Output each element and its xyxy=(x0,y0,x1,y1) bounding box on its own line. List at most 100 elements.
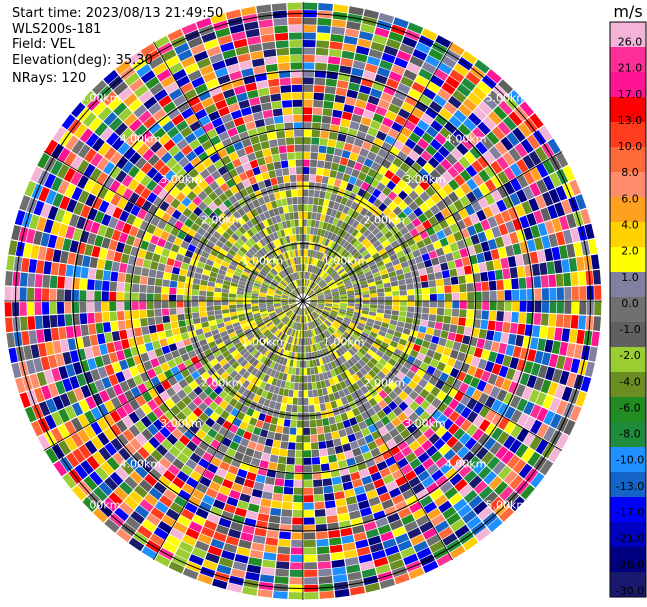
velocity-gate xyxy=(382,196,393,207)
velocity-gate xyxy=(281,252,287,261)
velocity-gate xyxy=(333,262,340,270)
velocity-gate xyxy=(90,152,103,167)
velocity-gate xyxy=(170,405,181,416)
velocity-gate xyxy=(124,389,135,402)
velocity-gate xyxy=(485,409,497,423)
velocity-gate xyxy=(312,359,317,367)
velocity-gate xyxy=(412,48,428,61)
velocity-gate xyxy=(216,564,232,575)
colorbar-swatch xyxy=(610,372,646,398)
velocity-gate xyxy=(343,35,358,45)
velocity-gate xyxy=(403,406,414,417)
velocity-gate xyxy=(310,257,315,265)
velocity-gate xyxy=(298,315,301,323)
velocity-gate xyxy=(246,471,257,481)
velocity-gate xyxy=(542,394,554,410)
velocity-gate xyxy=(288,159,296,168)
colorbar-tick-label: 13.0 xyxy=(618,114,643,127)
velocity-gate xyxy=(414,288,422,295)
velocity-gate xyxy=(307,289,312,296)
velocity-gate xyxy=(274,319,281,326)
velocity-gate xyxy=(311,442,319,450)
velocity-gate xyxy=(426,534,441,547)
velocity-gate xyxy=(547,204,559,220)
velocity-gate xyxy=(332,376,340,385)
azimuth-spoke xyxy=(302,300,453,561)
velocity-gate xyxy=(310,321,314,329)
velocity-gate xyxy=(411,81,426,94)
velocity-gate xyxy=(262,109,273,119)
velocity-gate xyxy=(555,273,564,287)
velocity-gate xyxy=(239,235,248,243)
velocity-gate xyxy=(198,256,208,264)
velocity-gate xyxy=(154,245,164,255)
velocity-gate xyxy=(354,398,363,407)
velocity-gate xyxy=(206,163,217,175)
velocity-gate xyxy=(448,42,465,56)
velocity-gate xyxy=(165,157,178,169)
velocity-gate xyxy=(332,302,340,305)
velocity-gate xyxy=(288,434,296,443)
velocity-gate xyxy=(527,451,541,467)
velocity-gate xyxy=(297,287,301,295)
velocity-gate xyxy=(50,262,60,276)
velocity-gate xyxy=(303,114,312,122)
velocity-gate xyxy=(298,256,301,264)
velocity-gate xyxy=(277,418,285,426)
velocity-gate xyxy=(452,250,462,260)
velocity-gate xyxy=(259,308,267,313)
velocity-gate xyxy=(304,562,318,570)
velocity-gate xyxy=(356,370,364,379)
velocity-gate xyxy=(334,414,343,424)
velocity-gate xyxy=(430,74,445,88)
velocity-gate xyxy=(483,383,494,395)
velocity-gate xyxy=(319,138,328,146)
velocity-gate xyxy=(229,285,238,291)
velocity-gate xyxy=(294,480,303,488)
velocity-gate xyxy=(403,184,414,195)
velocity-gate xyxy=(372,324,381,330)
velocity-gate xyxy=(390,315,399,321)
velocity-gate xyxy=(252,166,261,176)
velocity-gate xyxy=(345,266,353,273)
velocity-gate xyxy=(507,206,519,220)
velocity-gate xyxy=(289,47,302,55)
velocity-gate xyxy=(298,271,301,279)
velocity-gate xyxy=(316,268,322,276)
velocity-gate xyxy=(240,359,248,368)
velocity-gate xyxy=(473,347,483,358)
velocity-gate xyxy=(113,486,128,501)
velocity-gate xyxy=(425,482,439,495)
velocity-gate xyxy=(318,145,327,154)
velocity-gate xyxy=(314,501,325,510)
velocity-gate xyxy=(491,226,502,238)
velocity-gate xyxy=(223,198,233,209)
velocity-gate xyxy=(295,442,303,450)
velocity-gate xyxy=(199,476,212,487)
velocity-gate xyxy=(291,227,296,235)
velocity-gate xyxy=(172,68,187,81)
velocity-gate xyxy=(407,335,417,344)
velocity-gate xyxy=(294,288,299,295)
velocity-gate xyxy=(267,307,275,311)
velocity-gate xyxy=(340,230,348,239)
velocity-gate xyxy=(259,325,267,332)
velocity-gate xyxy=(340,298,348,301)
velocity-gate xyxy=(228,379,238,388)
velocity-gate xyxy=(592,269,601,285)
velocity-gate xyxy=(284,411,292,420)
colorbar-tick-label: 1.0 xyxy=(621,271,639,284)
velocity-gate xyxy=(409,264,418,272)
velocity-gate xyxy=(485,330,495,341)
velocity-gate xyxy=(369,236,378,245)
velocity-gate xyxy=(171,132,184,145)
velocity-gate xyxy=(86,301,94,313)
velocity-gate xyxy=(523,360,534,374)
velocity-gate xyxy=(181,464,194,477)
velocity-gate xyxy=(273,161,282,170)
velocity-gate xyxy=(276,130,286,139)
velocity-gate xyxy=(387,191,398,201)
velocity-gate xyxy=(171,266,181,275)
velocity-gate xyxy=(259,238,267,247)
colorbar-swatch xyxy=(610,547,646,573)
